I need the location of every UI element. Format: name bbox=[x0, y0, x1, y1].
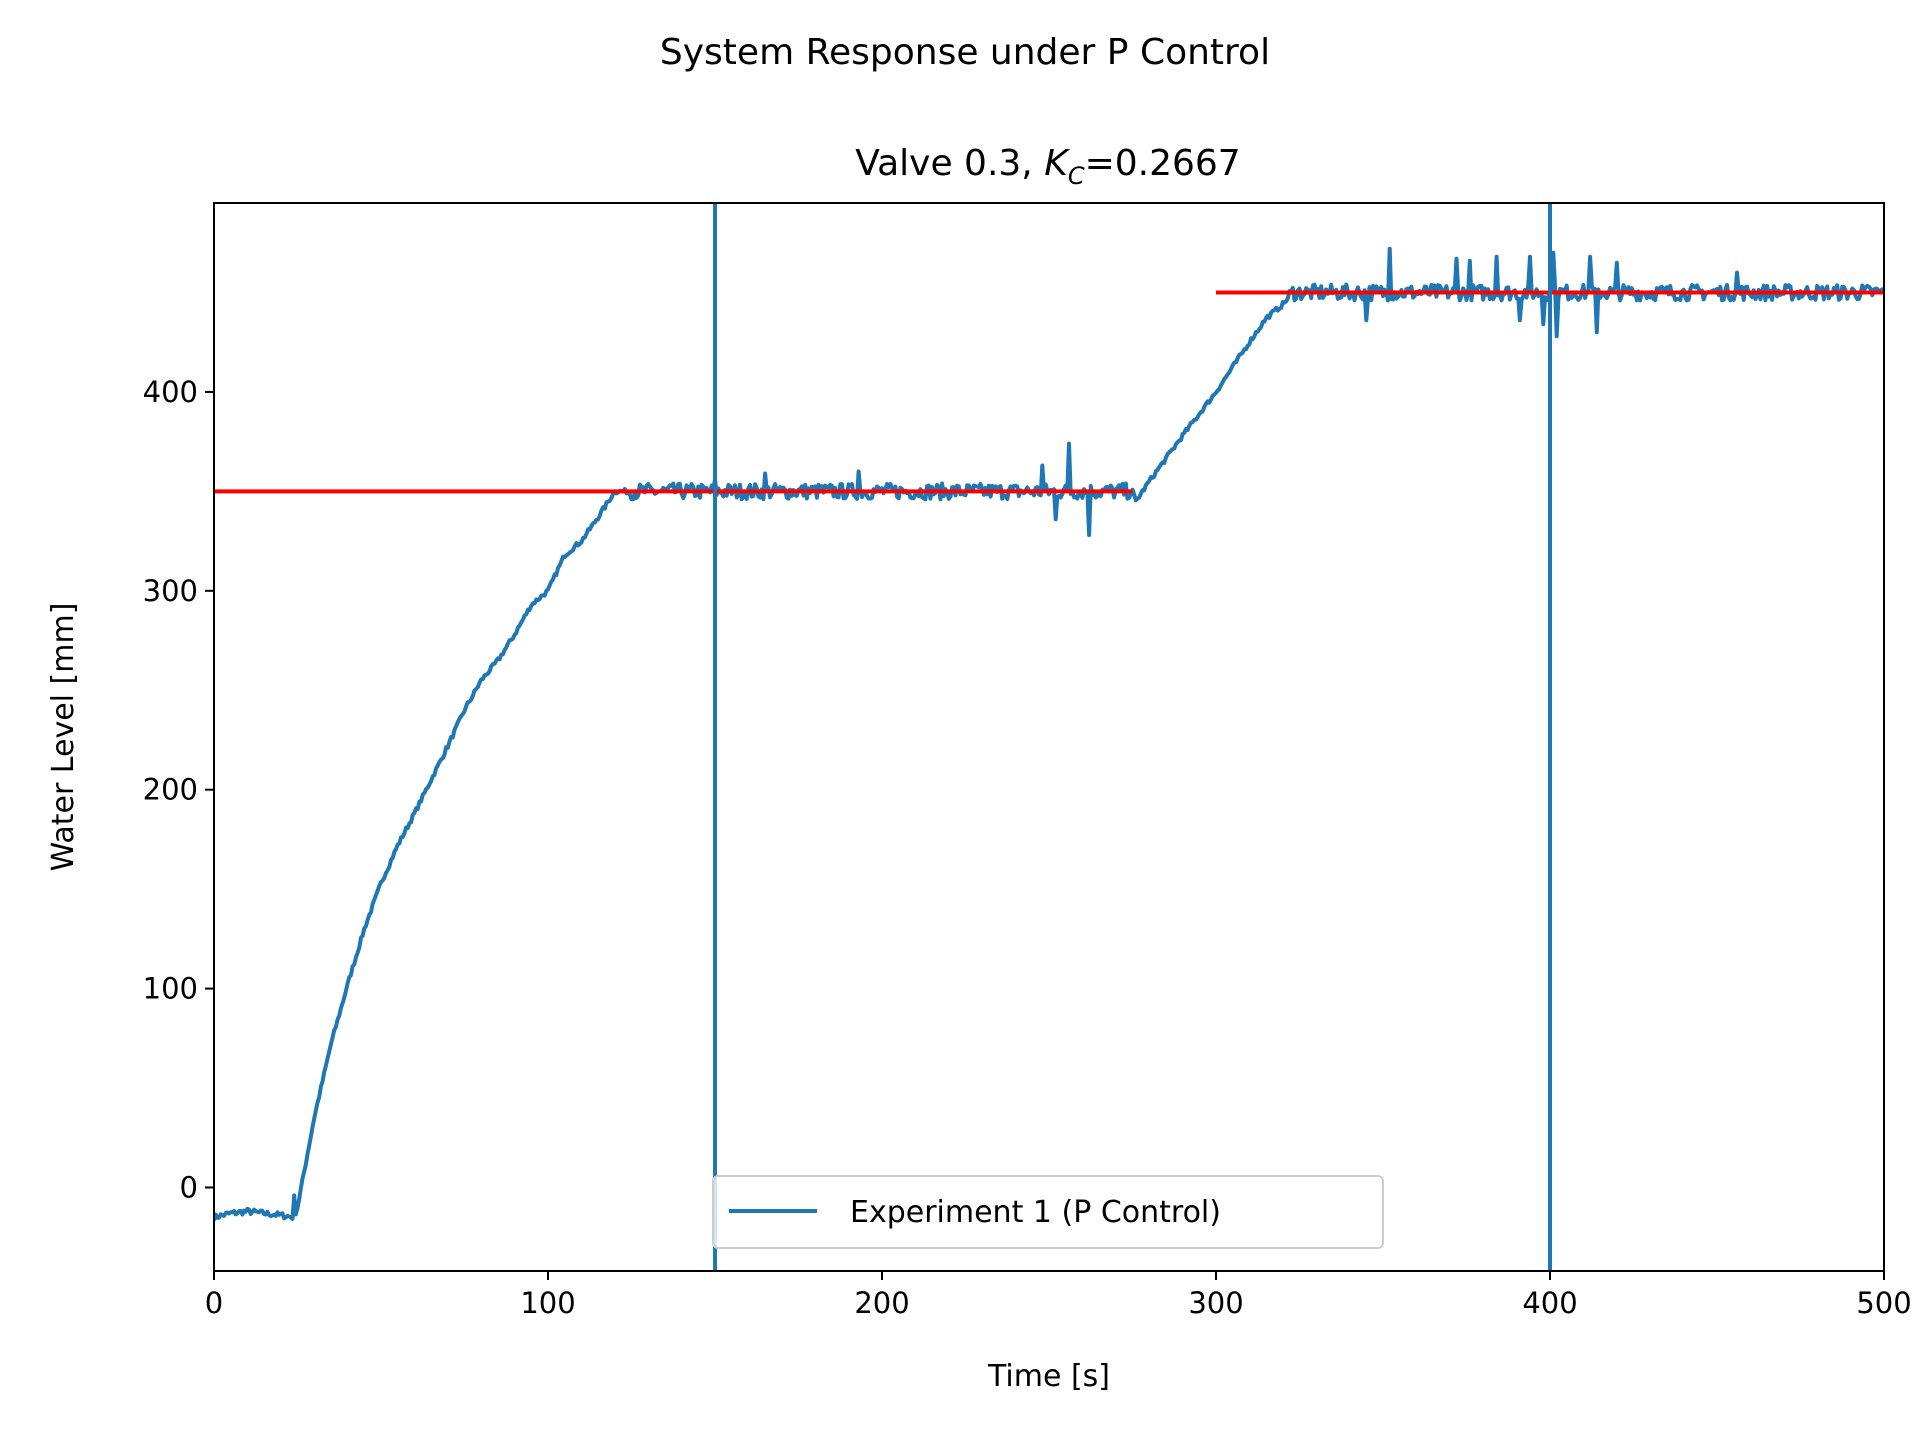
x-axis-label: Time [s] bbox=[987, 1359, 1110, 1394]
y-tick-label: 300 bbox=[143, 574, 198, 608]
x-tick-label: 100 bbox=[520, 1286, 575, 1320]
legend: Experiment 1 (P Control) bbox=[712, 1175, 1384, 1249]
x-tick-label: 0 bbox=[205, 1286, 223, 1320]
y-tick-label: 0 bbox=[180, 1170, 198, 1204]
x-axis: 0 100 200 300 400 500 bbox=[205, 1271, 1912, 1320]
legend-box bbox=[712, 1175, 1384, 1249]
series-line-experiment-1 bbox=[214, 246, 1884, 1221]
y-axis-label: Water Level [mm] bbox=[46, 603, 81, 872]
x-tick-label: 500 bbox=[1856, 1286, 1911, 1320]
legend-label-experiment-1: Experiment 1 (P Control) bbox=[850, 1195, 1221, 1230]
x-tick-label: 300 bbox=[1188, 1286, 1243, 1320]
y-tick-label: 100 bbox=[143, 972, 198, 1006]
chart-suptitle: System Response under P Control bbox=[660, 32, 1270, 73]
y-axis: 0 100 200 300 400 bbox=[143, 375, 214, 1204]
plot-area-frame bbox=[213, 202, 1885, 1272]
y-tick-label: 200 bbox=[143, 773, 198, 807]
chart-title: Valve 0.3, KC=0.2667 bbox=[855, 143, 1240, 190]
x-tick-label: 400 bbox=[1522, 1286, 1577, 1320]
y-tick-label: 400 bbox=[143, 375, 198, 409]
x-tick-label: 200 bbox=[854, 1286, 909, 1320]
